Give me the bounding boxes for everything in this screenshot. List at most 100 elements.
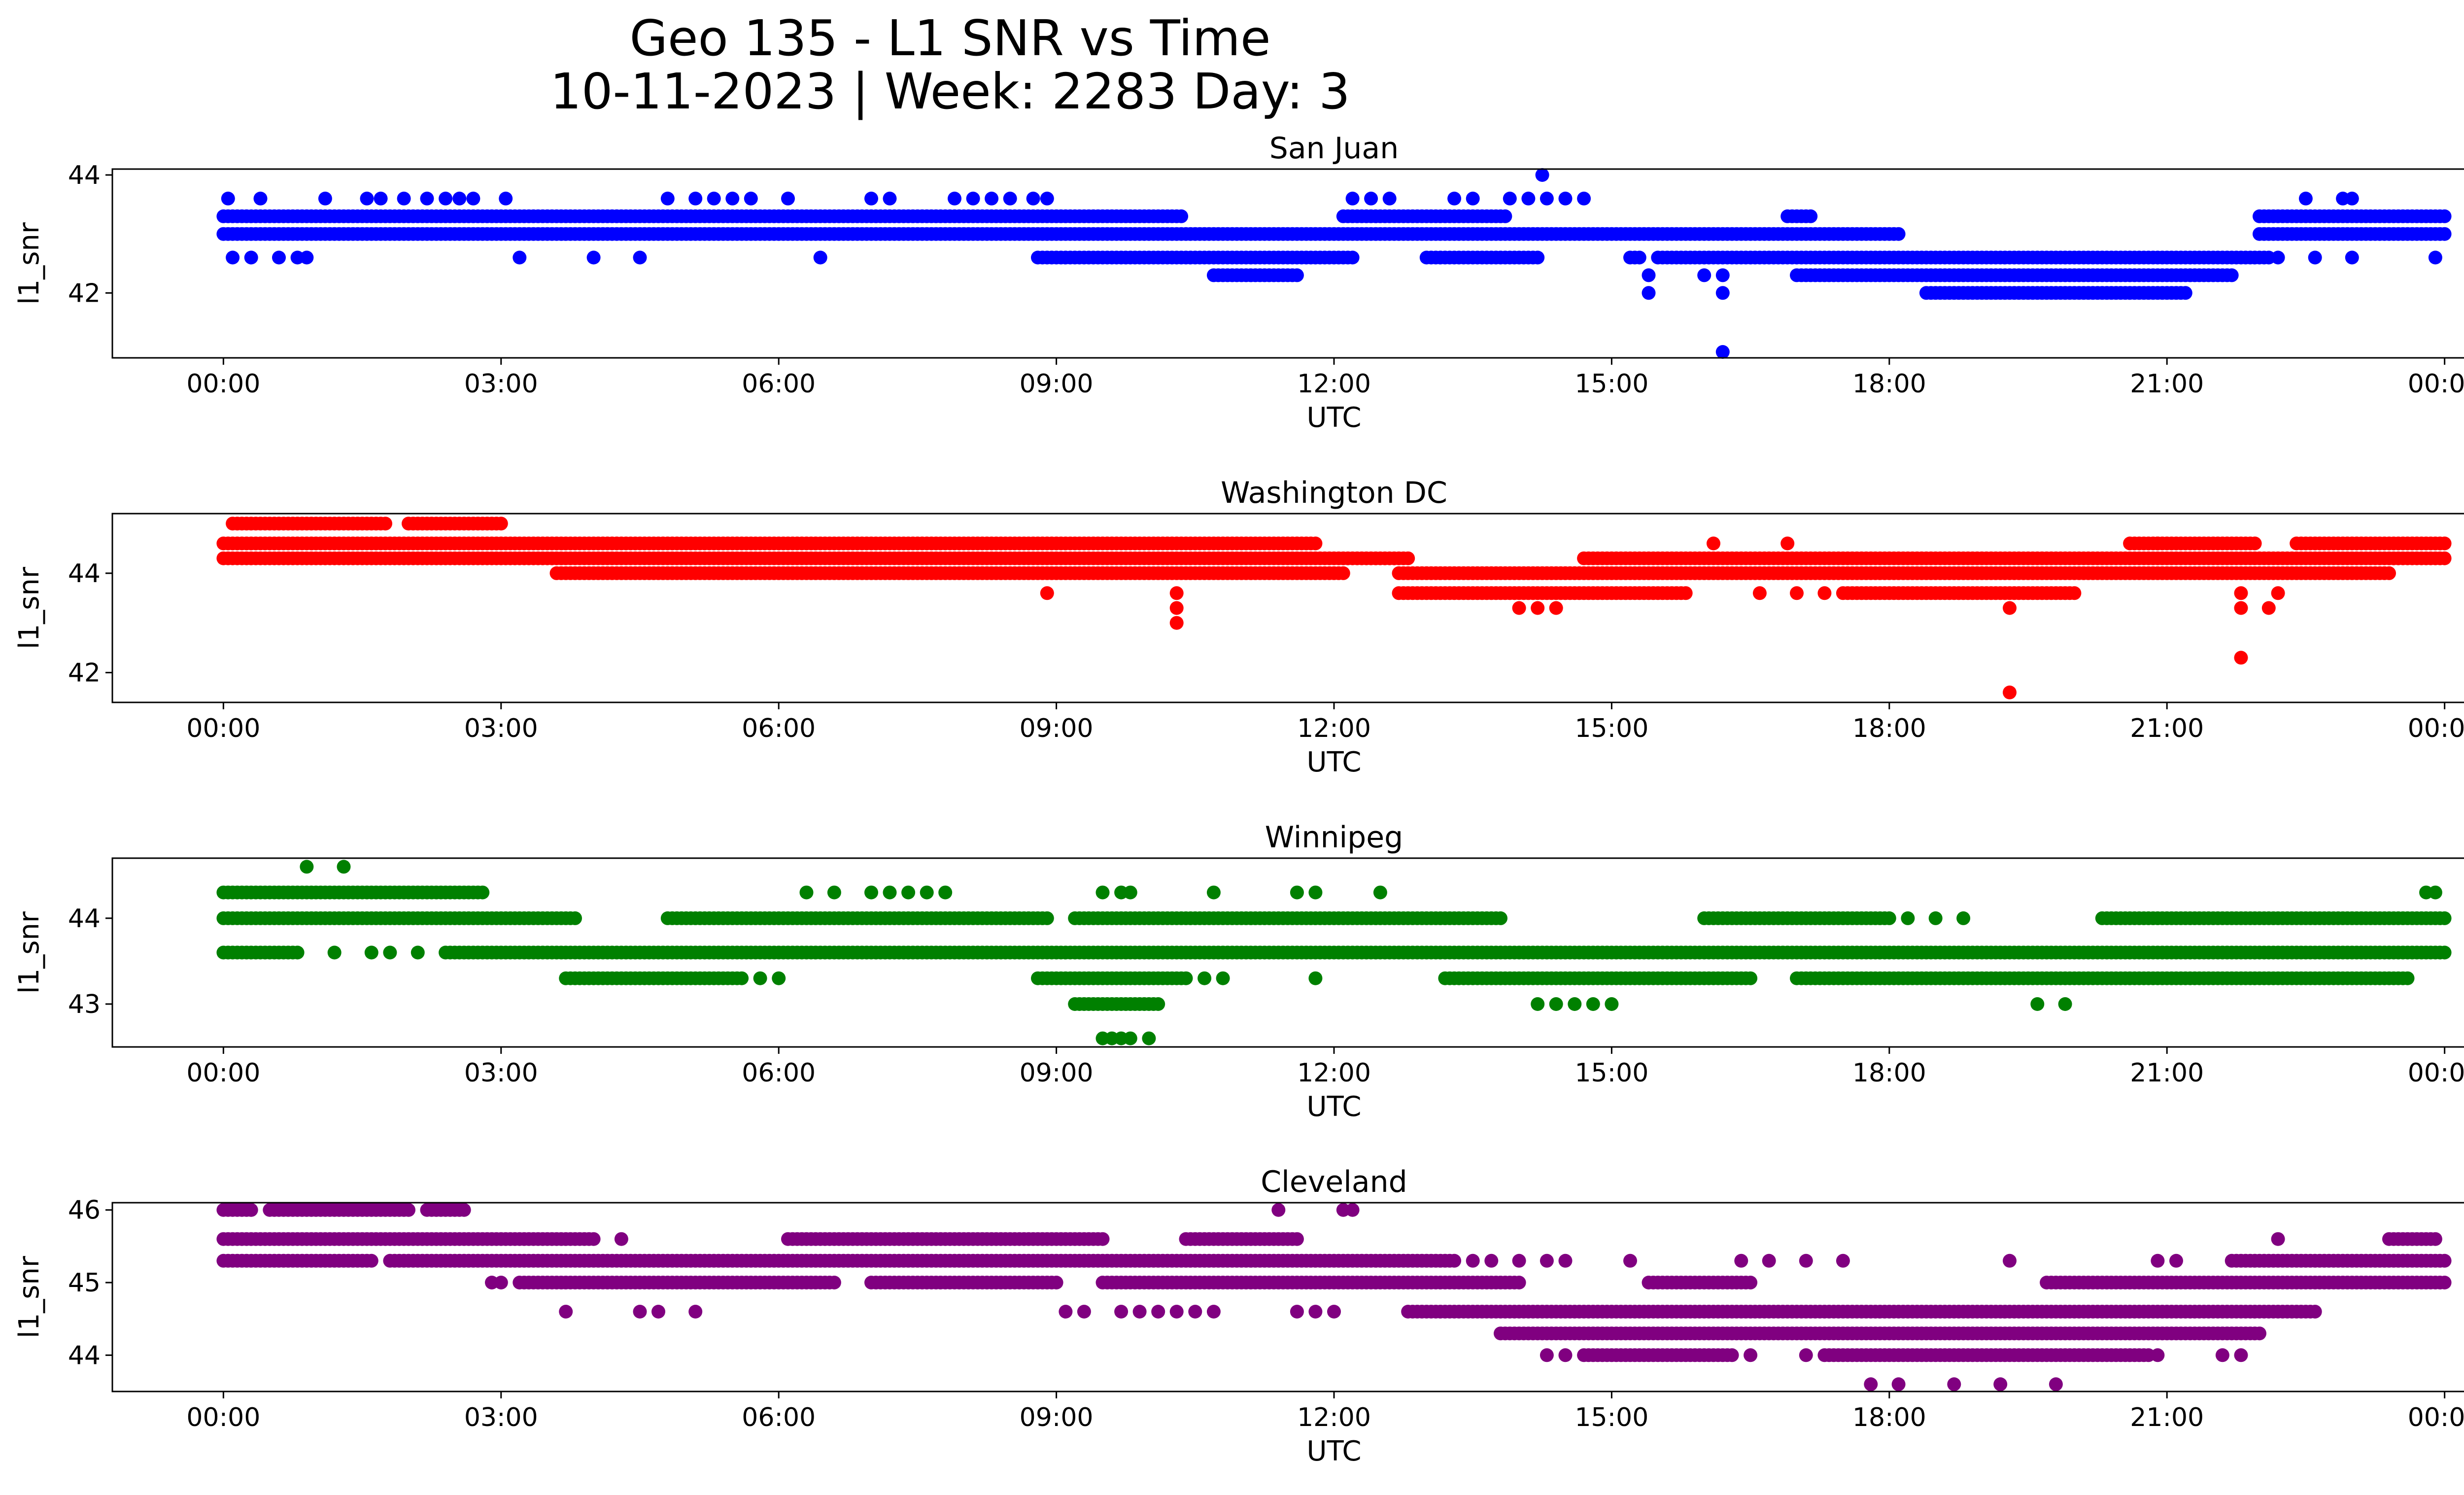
- data-point: [2253, 1326, 2266, 1341]
- x-tick-label: 21:00: [2130, 369, 2204, 399]
- y-tick-label: 44: [68, 161, 101, 190]
- data-point: [1308, 885, 1323, 900]
- data-point: [244, 250, 258, 265]
- data-point: [1586, 997, 1600, 1011]
- data-point: [1373, 885, 1387, 900]
- data-point: [513, 250, 527, 265]
- data-point: [1817, 586, 1832, 600]
- data-point: [827, 1276, 841, 1289]
- data-point: [1558, 191, 1573, 206]
- data-point: [799, 885, 814, 900]
- data-point: [1179, 971, 1193, 985]
- data-point: [1466, 191, 1480, 206]
- data-point: [1308, 536, 1323, 551]
- data-point: [457, 1203, 471, 1217]
- x-tick-label: 12:00: [1297, 714, 1371, 743]
- x-tick-label: 18:00: [1852, 1058, 1926, 1088]
- data-point: [327, 945, 342, 960]
- data-point: [1577, 191, 1591, 206]
- x-tick-label: 21:00: [2130, 714, 2204, 743]
- data-point: [2437, 1253, 2452, 1268]
- data-point: [402, 1203, 415, 1217]
- data-point: [1290, 885, 1304, 900]
- data-point: [586, 1232, 601, 1246]
- data-point: [1549, 601, 1563, 615]
- data-point: [1632, 250, 1646, 265]
- data-point: [1494, 911, 1507, 925]
- data-point: [244, 1203, 258, 1217]
- data-point: [2437, 536, 2452, 551]
- data-point: [1790, 586, 1804, 600]
- data-point: [1512, 1276, 1526, 1289]
- data-point: [1531, 997, 1545, 1011]
- data-point: [364, 1253, 378, 1268]
- x-tick-label: 00:00: [2408, 369, 2464, 399]
- panel-title: Cleveland: [1261, 1165, 1407, 1199]
- data-point: [1169, 616, 1184, 630]
- data-point: [1549, 997, 1563, 1011]
- data-point: [2178, 286, 2192, 300]
- data-point: [938, 885, 953, 900]
- data-point: [2151, 536, 2165, 551]
- data-point: [1715, 268, 1730, 282]
- x-tick-label: 12:00: [1297, 1058, 1371, 1088]
- x-tick-label: 00:00: [2408, 1058, 2464, 1088]
- data-point: [300, 860, 314, 874]
- data-point: [920, 885, 934, 900]
- figure-title-line-1: Geo 135 - L1 SNR vs Time: [630, 9, 1271, 67]
- data-point: [2437, 209, 2452, 223]
- data-point: [2400, 971, 2415, 985]
- data-point: [420, 191, 434, 206]
- data-point: [2224, 268, 2239, 282]
- data-point: [1026, 191, 1040, 206]
- data-point: [1531, 250, 1545, 265]
- data-point: [1095, 1232, 1110, 1246]
- data-point: [1336, 566, 1350, 580]
- data-point: [883, 191, 897, 206]
- data-point: [1540, 191, 1554, 206]
- data-point: [1095, 885, 1110, 900]
- data-point: [378, 517, 392, 531]
- data-point: [1345, 191, 1360, 206]
- data-point: [226, 250, 240, 265]
- data-point: [272, 250, 286, 265]
- data-point: [1040, 586, 1054, 600]
- data-point: [1535, 168, 1549, 182]
- data-point: [411, 945, 425, 960]
- data-point: [1752, 586, 1767, 600]
- data-point: [901, 885, 916, 900]
- data-point: [2345, 250, 2359, 265]
- data-point: [1364, 191, 1378, 206]
- x-tick-label: 00:00: [186, 714, 260, 743]
- x-tick-label: 03:00: [464, 1058, 538, 1088]
- data-point: [1401, 551, 1415, 565]
- data-point: [1216, 971, 1230, 985]
- data-point: [1447, 191, 1462, 206]
- data-point: [1901, 911, 1915, 925]
- x-tick-label: 15:00: [1574, 369, 1648, 399]
- data-point: [466, 191, 480, 206]
- x-tick-label: 15:00: [1574, 1058, 1648, 1088]
- x-tick-label: 00:00: [186, 1058, 260, 1088]
- x-tick-label: 03:00: [464, 369, 538, 399]
- data-point: [1804, 209, 1818, 223]
- data-point: [707, 191, 721, 206]
- data-point: [753, 971, 767, 985]
- data-point: [1521, 191, 1536, 206]
- data-point: [1780, 536, 1795, 551]
- x-axis-label: UTC: [1306, 402, 1361, 434]
- data-point: [2428, 1232, 2442, 1246]
- y-tick-label: 42: [68, 659, 101, 688]
- data-point: [221, 191, 235, 206]
- data-point: [452, 191, 467, 206]
- data-point: [966, 191, 980, 206]
- x-tick-label: 12:00: [1297, 369, 1371, 399]
- data-point: [1956, 911, 1971, 925]
- data-point: [2437, 1276, 2452, 1289]
- x-tick-label: 21:00: [2130, 1058, 2204, 1088]
- data-point: [1198, 971, 1212, 985]
- data-point: [744, 191, 758, 206]
- data-point: [383, 945, 397, 960]
